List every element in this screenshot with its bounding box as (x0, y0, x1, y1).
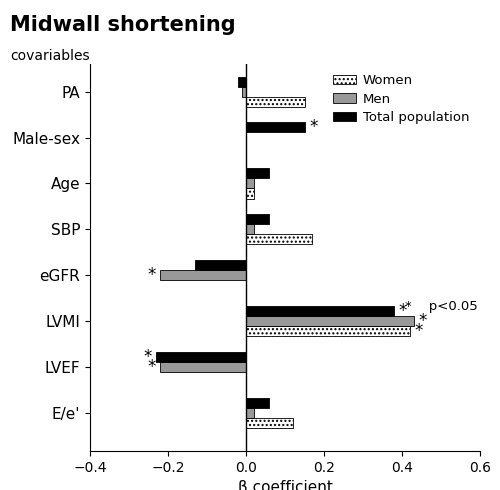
Bar (246, 97, 304, 107)
Bar (160, 270, 246, 280)
Bar (238, 76, 246, 87)
Bar (246, 224, 254, 234)
Bar (246, 326, 410, 336)
Bar (246, 397, 270, 408)
Bar (246, 122, 304, 132)
Bar (242, 87, 246, 97)
X-axis label: β coefficient: β coefficient (238, 480, 332, 490)
Bar (160, 362, 246, 372)
Text: *    p<0.05: * p<0.05 (406, 300, 478, 313)
Text: *: * (414, 322, 423, 340)
Bar (246, 168, 270, 178)
Bar (246, 178, 254, 189)
Bar (246, 418, 293, 428)
Text: *: * (418, 312, 427, 330)
Text: *: * (143, 348, 152, 366)
Bar (246, 408, 254, 418)
Text: Midwall shortening: Midwall shortening (10, 15, 235, 35)
Bar (246, 306, 394, 316)
Bar (196, 260, 246, 270)
Text: *: * (147, 266, 156, 284)
Text: *: * (309, 119, 318, 136)
Bar (246, 189, 254, 198)
Legend: Women, Men, Total population: Women, Men, Total population (328, 70, 474, 128)
Bar (156, 352, 246, 362)
Text: *: * (147, 358, 156, 376)
Bar (246, 214, 270, 224)
Text: covariables: covariables (10, 49, 90, 63)
Bar (246, 316, 414, 326)
Bar (246, 234, 312, 245)
Text: *: * (399, 302, 407, 320)
